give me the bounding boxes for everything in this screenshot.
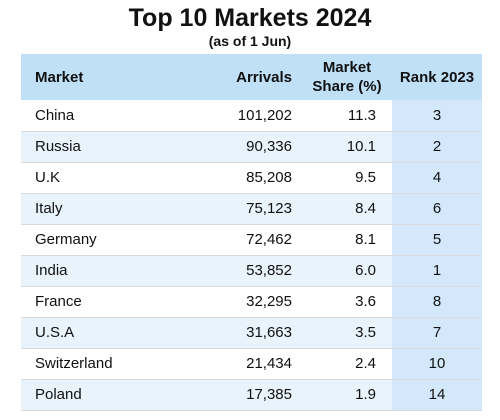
cell-arrivals: 31,663 [246,324,292,341]
page-title: Top 10 Markets 2024 [128,4,372,32]
cell-arrivals: 90,336 [246,138,292,155]
cell-rank-2023: 3 [392,100,482,131]
cell-market-share: 6.0 [355,262,376,279]
cell-market: India [35,262,68,279]
table-row: Poland 17,385 1.9 14 [21,379,482,410]
table-row: Italy 75,123 8.4 6 [21,193,482,224]
cell-arrivals: 21,434 [246,355,292,372]
header-row: Market Arrivals Market Share (%) Rank 20… [21,54,482,100]
column-header-market: Market [21,54,184,100]
table-row: Switzerland 21,434 2.4 10 [21,348,482,379]
cell-rank-2023: 6 [392,193,482,224]
cell-market-share: 8.4 [355,200,376,217]
cell-market: Russia [35,138,81,155]
cell-rank-2023: 2 [392,131,482,162]
cell-rank-2023: 5 [392,224,482,255]
cell-arrivals: 53,852 [246,262,292,279]
table-row: U.S.A 31,663 3.5 7 [21,317,482,348]
column-header-arrivals: Arrivals [184,54,302,100]
cell-arrivals: 85,208 [246,169,292,186]
cell-market-share: 2.4 [355,355,376,372]
cell-market: Germany [35,231,97,248]
cell-arrivals: 101,202 [237,106,292,124]
cell-market-share: 3.6 [355,293,376,310]
cell-rank-2023: 8 [392,286,482,317]
cell-market: China [35,106,75,124]
markets-table: Market Arrivals Market Share (%) Rank 20… [21,54,482,411]
cell-arrivals: 72,462 [246,231,292,248]
column-header-rank-2023: Rank 2023 [392,54,482,100]
cell-arrivals: 75,123 [246,200,292,217]
table-row: U.K 85,208 9.5 4 [21,162,482,193]
cell-market-share: 10.1 [346,138,376,155]
column-header-market-share-line2: Share (%) [312,78,382,95]
table-row: Germany 72,462 8.1 5 [21,224,482,255]
cell-rank-2023: 4 [392,162,482,193]
table-row: Russia 90,336 10.1 2 [21,131,482,162]
cell-market: Italy [35,200,63,217]
table-row: France 32,295 3.6 8 [21,286,482,317]
cell-market-share: 1.9 [355,386,376,403]
cell-market-share: 8.1 [355,231,376,248]
column-header-market-share: Market Share (%) [302,54,392,100]
cell-rank-2023: 7 [392,317,482,348]
table-row: India 53,852 6.0 1 [21,255,482,286]
cell-market: Switzerland [35,355,113,372]
table-header: Market Arrivals Market Share (%) Rank 20… [21,54,482,100]
page-subtitle: (as of 1 Jun) [208,33,292,49]
table-row: China 101,202 11.3 3 [21,100,482,131]
column-header-market-share-line1: Market [322,59,372,76]
cell-market: France [35,293,82,310]
cell-arrivals: 17,385 [246,386,292,403]
cell-market: Poland [35,386,82,403]
table-body: China 101,202 11.3 3 Russia 90,336 10.1 … [21,100,482,410]
cell-rank-2023: 14 [392,379,482,410]
cell-arrivals: 32,295 [246,293,292,310]
cell-market: U.S.A [35,324,75,341]
cell-rank-2023: 10 [392,348,482,379]
cell-market-share: 9.5 [355,169,376,186]
cell-market-share: 11.3 [347,106,376,124]
cell-market: U.K [35,169,61,186]
cell-market-share: 3.5 [355,324,376,341]
cell-rank-2023: 1 [392,255,482,286]
